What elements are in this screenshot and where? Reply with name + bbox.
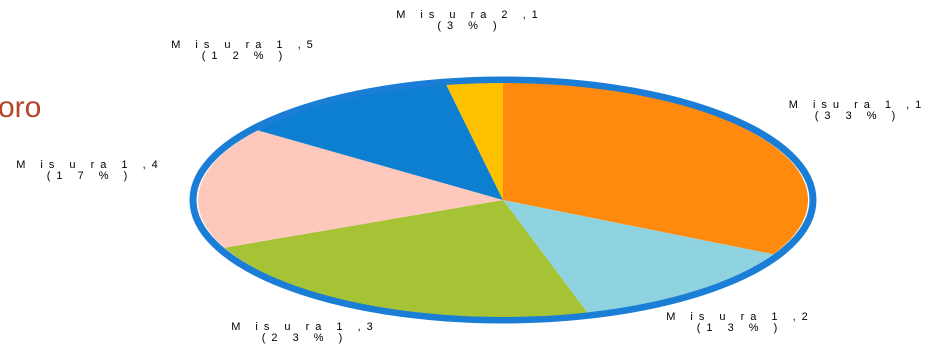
pie-slice-5 xyxy=(257,85,503,200)
slice-label-6: M is u ra 2 ,1 xyxy=(396,9,544,21)
slice-percent-4: (1 7 % ) xyxy=(47,170,134,182)
slice-label-4: M is u ra 1 ,4 xyxy=(16,159,164,171)
pie-slice-6 xyxy=(446,83,503,200)
pie-slice-2 xyxy=(503,200,774,313)
pie-slice-4 xyxy=(197,130,503,248)
slice-label-1: M isu ra 1 ,1 xyxy=(789,99,928,111)
slice-percent-3: (2 3 % ) xyxy=(262,332,349,344)
slice-label-5: M is u ra 1 ,5 xyxy=(171,39,319,51)
pie-slices xyxy=(197,83,808,317)
pie-slice-3 xyxy=(224,200,588,317)
slice-label-3: M is u ra 1 ,3 xyxy=(231,321,379,333)
slice-percent-6: (3 % ) xyxy=(437,20,502,32)
slice-percent-5: (1 2 % ) xyxy=(202,50,289,62)
slide-title-fragment: oro xyxy=(0,91,42,124)
pie-labels: M isu ra 1 ,1(3 3 % ) M is u ra 1 ,2(1 3 … xyxy=(16,9,928,344)
slice-percent-2: (1 3 % ) xyxy=(697,322,784,334)
slice-percent-1: (3 3 % ) xyxy=(815,110,902,122)
slice-label-2: M is u ra 1 ,2 xyxy=(666,311,814,323)
pie-slice-1 xyxy=(503,83,808,255)
pie-outer-ring xyxy=(189,76,817,324)
